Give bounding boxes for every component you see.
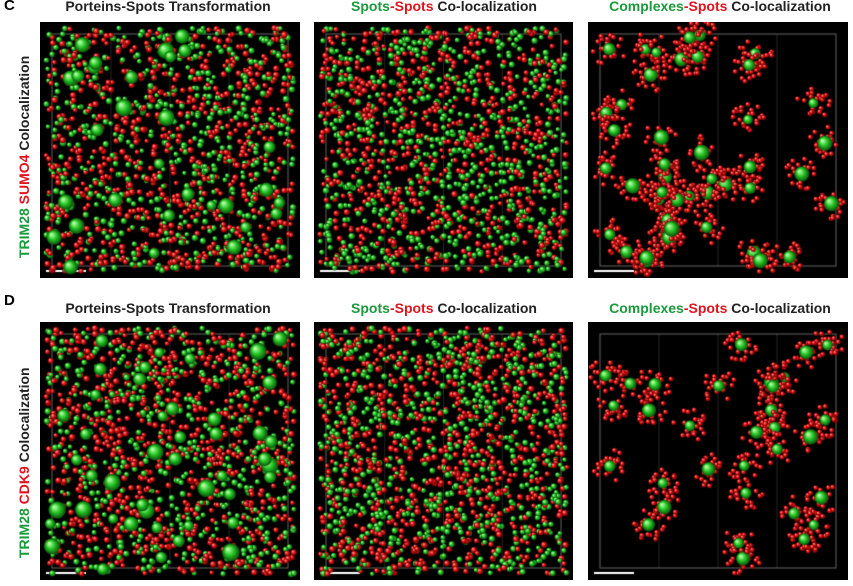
title-c-2: Spots-Spots Co-localization <box>351 0 537 14</box>
render-d-proteins-spots <box>40 322 300 580</box>
panel-letter-d: D <box>4 292 15 309</box>
title-d-1: Porteins-Spots Transformation <box>65 300 271 316</box>
render-c-spots-spots <box>314 22 573 278</box>
title-c-3: Complexes-Spots Co-localization <box>609 0 831 14</box>
render-d-complexes-spots <box>588 322 848 580</box>
render-c-complexes-spots <box>588 22 848 278</box>
row-label-d: TRIM28 CDK9 Colocalization <box>16 367 32 558</box>
title-c-1: Porteins-Spots Transformation <box>65 0 271 14</box>
panel-letter-c: C <box>4 0 15 14</box>
render-c-proteins-spots <box>40 22 300 278</box>
row-label-c: TRIM28 SUMO4 Colocalization <box>16 55 32 258</box>
title-d-3: Complexes-Spots Co-localization <box>609 300 831 316</box>
title-d-2: Spots-Spots Co-localization <box>351 300 537 316</box>
render-d-spots-spots <box>314 322 573 580</box>
